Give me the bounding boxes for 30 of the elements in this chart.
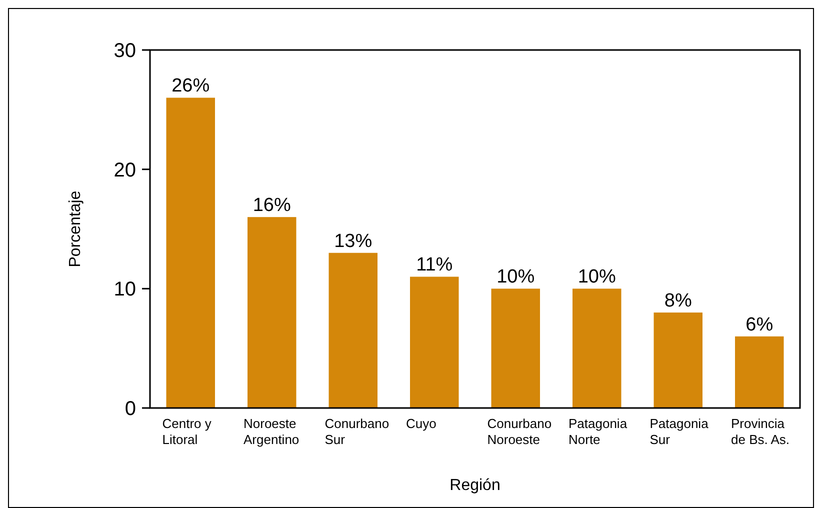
bar (572, 288, 622, 408)
data-label: 6% (746, 314, 774, 336)
x-tick-label: Patagonia Sur (650, 416, 710, 447)
x-tick-label: Cuyo (406, 416, 436, 431)
data-label: 13% (334, 230, 372, 252)
bar (735, 336, 784, 408)
y-tick-label: 10 (114, 278, 136, 301)
data-label: 10% (578, 266, 616, 288)
data-label: 16% (252, 195, 291, 216)
x-tick-label: Centro y Litoral (162, 416, 212, 447)
y-axis-title: Porcentaje (67, 190, 84, 268)
bar (166, 98, 215, 408)
x-tick-label: Noroeste Argentino (244, 416, 300, 447)
x-tick-label: Conurbano Noroeste (487, 416, 552, 447)
x-tick-label: Provincia de Bs. As. (731, 416, 790, 447)
data-label: 11% (416, 254, 453, 276)
bar (410, 276, 459, 408)
x-axis-title: Región (450, 477, 500, 494)
data-label: 8% (664, 290, 692, 312)
y-tick-label: 0 (124, 398, 136, 420)
x-tick-label: Patagonia Norte (568, 416, 628, 447)
bar (654, 312, 702, 408)
data-label: 10% (496, 266, 535, 288)
y-tick-label: 20 (114, 159, 136, 182)
y-tick-label: 30 (114, 40, 136, 62)
bar (328, 252, 378, 408)
bar (248, 217, 296, 408)
data-label: 26% (172, 76, 210, 97)
x-tick-label: Conurbano Sur (324, 416, 390, 447)
bar (491, 288, 540, 408)
